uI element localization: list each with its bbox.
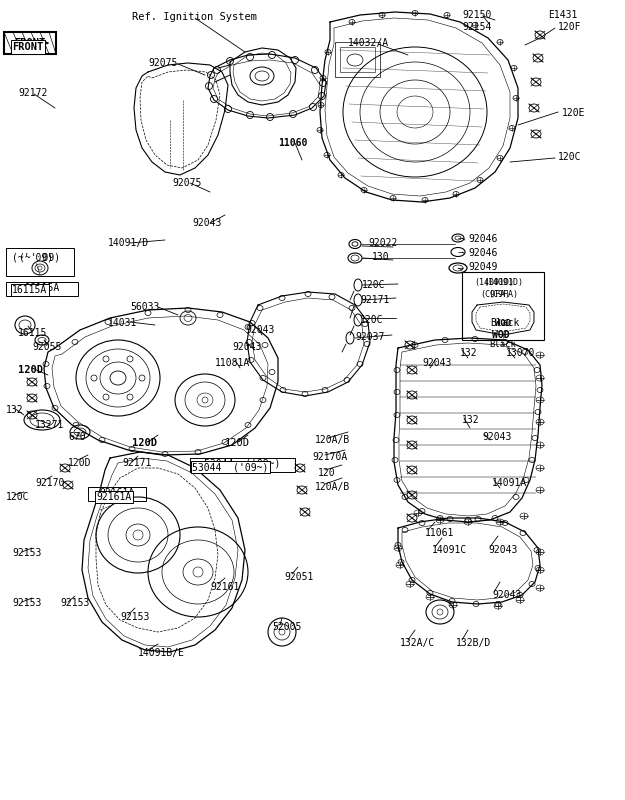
Text: WOD: WOD: [495, 319, 511, 328]
Text: 92153: 92153: [120, 612, 149, 622]
Text: 120A/B: 120A/B: [315, 435, 350, 445]
Text: 14032/A: 14032/A: [348, 38, 389, 48]
Bar: [4, 32, 56, 54]
Text: Black: Black: [490, 318, 519, 328]
Text: 92046: 92046: [468, 248, 498, 258]
Text: 56033: 56033: [130, 302, 159, 312]
Text: 92075: 92075: [172, 178, 201, 188]
Text: 92051: 92051: [284, 572, 313, 582]
Text: 92043: 92043: [422, 358, 451, 368]
Text: 92043: 92043: [492, 590, 521, 600]
Text: 120C: 120C: [558, 152, 581, 162]
Text: (~' 09): (~' 09): [12, 252, 53, 262]
Text: 11060: 11060: [278, 138, 308, 148]
Text: (C9FA): (C9FA): [480, 290, 510, 299]
Text: 92043: 92043: [488, 545, 518, 555]
Text: Black: Black: [489, 340, 516, 349]
Text: 120A/B: 120A/B: [315, 482, 350, 492]
Text: 16115A: 16115A: [12, 285, 48, 295]
Text: 92161A: 92161A: [99, 488, 134, 498]
Text: 14091C: 14091C: [432, 545, 468, 555]
Text: 132: 132: [460, 348, 478, 358]
Text: 16115: 16115: [18, 328, 48, 338]
Text: 14091A: 14091A: [492, 478, 528, 488]
Text: 11081A: 11081A: [215, 358, 250, 368]
Text: Ref. Ignition System: Ref. Ignition System: [132, 12, 258, 22]
Text: 120D: 120D: [18, 365, 43, 375]
Bar: [88, 487, 146, 501]
Text: 14091/D: 14091/D: [108, 238, 149, 248]
Text: 11061: 11061: [425, 528, 454, 538]
Bar: [6, 282, 78, 296]
Text: 14091B/E: 14091B/E: [138, 648, 185, 658]
Text: 53044  ('09~): 53044 ('09~): [204, 459, 280, 469]
Text: WOD: WOD: [492, 330, 509, 340]
Text: 92043: 92043: [232, 342, 261, 352]
Text: E1431: E1431: [548, 10, 578, 20]
Bar: [6, 248, 74, 276]
Text: FRONT: FRONT: [14, 38, 46, 48]
Text: 130: 130: [372, 252, 389, 262]
Text: 670: 670: [68, 432, 86, 442]
Text: FRONT: FRONT: [12, 42, 44, 52]
Text: 92171: 92171: [122, 458, 151, 468]
Bar: [190, 458, 295, 472]
Text: 92043: 92043: [482, 432, 511, 442]
Bar: [462, 272, 544, 340]
Text: 92161A: 92161A: [96, 492, 131, 502]
Text: 120F: 120F: [558, 22, 581, 32]
Text: (~' 09): (~' 09): [19, 252, 61, 262]
Text: 13271: 13271: [35, 420, 64, 430]
Text: 14031: 14031: [108, 318, 138, 328]
Text: 52005: 52005: [272, 622, 301, 632]
Bar: [340, 47, 375, 72]
Text: 13070: 13070: [506, 348, 536, 358]
Text: 92171: 92171: [360, 295, 389, 305]
Text: 92043: 92043: [192, 218, 221, 228]
Text: 132A/C: 132A/C: [400, 638, 435, 648]
Text: 92170A: 92170A: [312, 452, 348, 462]
Text: 120E: 120E: [562, 108, 586, 118]
Text: 120: 120: [318, 468, 336, 478]
Text: 92150: 92150: [462, 10, 491, 20]
Text: 92043: 92043: [245, 325, 274, 335]
Text: 53044  ('09~): 53044 ('09~): [192, 462, 268, 472]
Text: 92049: 92049: [468, 262, 498, 272]
Text: 132: 132: [462, 415, 479, 425]
Text: 92154: 92154: [462, 22, 491, 32]
Text: 92172: 92172: [18, 88, 48, 98]
Text: 120C: 120C: [6, 492, 29, 502]
Text: 92037: 92037: [355, 332, 384, 342]
Text: 120C: 120C: [360, 315, 384, 325]
Text: 120D: 120D: [132, 438, 157, 448]
Text: 92022: 92022: [368, 238, 398, 248]
Text: 120D: 120D: [225, 438, 250, 448]
Text: (14091D): (14091D): [483, 278, 523, 287]
Text: 92055: 92055: [32, 342, 61, 352]
Text: 120C: 120C: [362, 280, 386, 290]
Text: 92153: 92153: [12, 548, 41, 558]
Text: 92075: 92075: [148, 58, 178, 68]
Text: 132: 132: [6, 405, 24, 415]
Text: (14091D): (14091D): [474, 278, 514, 287]
Text: 92046: 92046: [468, 234, 498, 244]
Text: (C9FA): (C9FA): [488, 290, 518, 299]
Text: 132B/D: 132B/D: [456, 638, 491, 648]
Text: 120D: 120D: [68, 458, 91, 468]
Text: 92170: 92170: [35, 478, 64, 488]
Text: 92153: 92153: [12, 598, 41, 608]
Text: 92153: 92153: [60, 598, 89, 608]
Text: 16115A: 16115A: [24, 283, 59, 293]
Text: 92161: 92161: [210, 582, 239, 592]
Bar: [335, 42, 380, 77]
